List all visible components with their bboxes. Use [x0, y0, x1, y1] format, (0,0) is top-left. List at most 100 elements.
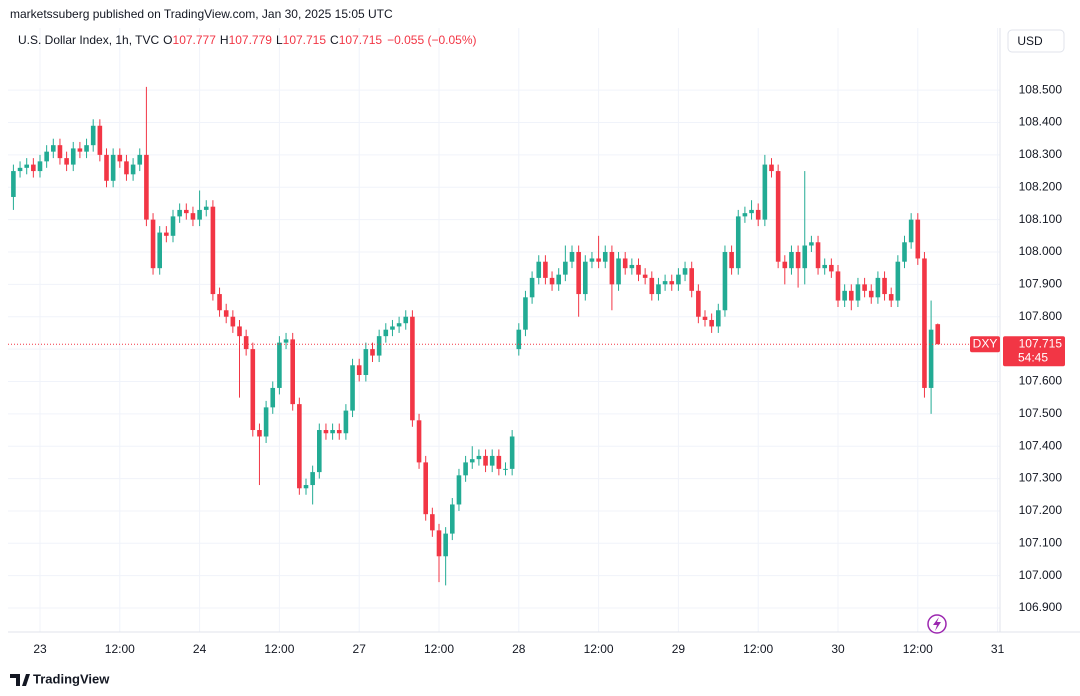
attribution: marketssuberg published on TradingView.c… [10, 7, 393, 21]
y-tick-label: 107.200 [1019, 503, 1063, 517]
candle-body [536, 261, 542, 278]
candle-body [310, 472, 315, 486]
y-tick-label: 107.900 [1019, 277, 1063, 291]
candle-body [882, 277, 887, 295]
candle-body [416, 420, 422, 463]
candle-body [44, 151, 49, 162]
candle-body [290, 339, 295, 405]
candle-body [11, 171, 16, 197]
candle-body [37, 161, 43, 172]
legend-label: L [276, 33, 283, 47]
candle-body [862, 284, 867, 291]
candle-body [463, 462, 468, 476]
candle-body [456, 475, 462, 505]
candle-body [888, 294, 894, 301]
candle-body [556, 274, 561, 285]
candle-body [902, 242, 907, 262]
currency[interactable]: USD [1017, 34, 1043, 48]
x-tick-label: 12:00 [105, 642, 135, 656]
candle-body [802, 245, 808, 269]
candle-body [157, 232, 162, 269]
x-tick-label: 27 [353, 642, 367, 656]
candle-body [230, 316, 236, 327]
x-tick-label: 29 [672, 642, 686, 656]
candle-body [170, 216, 176, 236]
candle-body [476, 455, 482, 460]
candle-body [383, 329, 389, 337]
candle-body [489, 455, 495, 466]
y-tick-label: 108.500 [1019, 82, 1063, 96]
y-tick-label: 107.100 [1019, 535, 1063, 549]
candle-body [350, 365, 355, 411]
candle-body [682, 268, 688, 275]
y-tick-label: 107.300 [1019, 471, 1063, 485]
legend-label: H [220, 33, 229, 47]
legend-label: O [163, 33, 172, 47]
candle-body [543, 261, 548, 278]
legend-value: 107.779 [229, 33, 273, 47]
x-tick-label: 24 [193, 642, 207, 656]
candle-body [602, 251, 608, 262]
replay-icon[interactable] [927, 614, 947, 634]
currency-box[interactable] [1007, 29, 1065, 53]
logo-mark [10, 674, 30, 686]
symbol-name: U.S. Dollar Index, 1h, TVC [18, 33, 160, 47]
candle-body [576, 251, 581, 295]
candle-body [516, 329, 522, 350]
candle-body [410, 316, 415, 421]
candle-body [875, 277, 881, 298]
legend-value: 107.715 [339, 33, 383, 47]
legend-label: C [330, 33, 339, 47]
candle-body [137, 154, 143, 165]
candle-body [642, 274, 648, 278]
candle-body [662, 281, 668, 285]
candle-body [755, 209, 761, 220]
price-tag-value: 107.715 [1019, 336, 1063, 350]
candle-body [735, 216, 741, 269]
candle-body [609, 251, 615, 285]
candle-body [782, 261, 788, 269]
candle-body [483, 455, 488, 466]
candle-body [243, 336, 249, 350]
candle-body [303, 485, 309, 489]
candle-body [503, 468, 508, 470]
candle-body [263, 407, 269, 437]
candle-body [110, 154, 116, 181]
candle-body [223, 310, 229, 317]
candle-body [31, 164, 36, 172]
candle-body [450, 504, 455, 534]
candle-body [762, 164, 768, 220]
candle-body [257, 430, 262, 437]
candle-body [589, 258, 595, 262]
x-tick-label: 12:00 [743, 642, 773, 656]
y-tick-label: 108.000 [1019, 244, 1063, 258]
candle-body [935, 324, 941, 345]
candle-body [330, 430, 335, 434]
x-tick-label: 12:00 [903, 642, 933, 656]
y-tick-label: 106.900 [1019, 600, 1063, 614]
candle-body [323, 430, 329, 434]
candle-body [203, 206, 209, 210]
candle-body [436, 530, 442, 557]
candle-body [829, 264, 834, 272]
candle-body [343, 410, 349, 434]
candle-body [616, 258, 621, 285]
candle-body [237, 326, 242, 337]
candle-body [469, 459, 475, 463]
candle-body [895, 261, 901, 301]
candle-body [849, 290, 854, 301]
candle-body [496, 455, 502, 469]
candle-body [842, 290, 847, 301]
candle-body [277, 342, 282, 388]
icon-bolt [933, 617, 941, 631]
candle-body [789, 251, 794, 269]
candle-body [583, 261, 588, 295]
y-tick-label: 107.500 [1019, 406, 1063, 420]
candle-body [689, 268, 694, 291]
candle-body [51, 145, 56, 152]
x-tick-label: 28 [512, 642, 526, 656]
candle-body [749, 209, 754, 214]
x-tick-label: 23 [33, 642, 47, 656]
candle-body [177, 209, 182, 217]
